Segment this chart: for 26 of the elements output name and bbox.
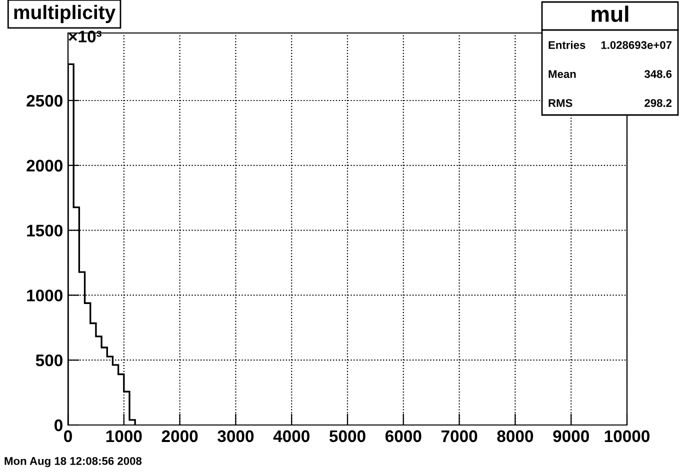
- x-tick-label: 8000: [497, 430, 534, 442]
- x-tick-label: 7000: [441, 430, 478, 442]
- x-tick-label: 0: [64, 430, 72, 442]
- x-tick-label: 2000: [162, 430, 198, 442]
- y-tick-label: 0: [54, 419, 62, 432]
- x-tick-label: 6000: [385, 430, 422, 442]
- text: mul: [592, 6, 628, 22]
- x-tick-label: 4000: [273, 430, 310, 442]
- y-tick-label: 1500: [27, 224, 62, 236]
- x-tick-label: 5000: [329, 430, 366, 442]
- x-tick-label: 1000: [106, 430, 142, 442]
- annotation: 1.028693e+07: [601, 41, 672, 49]
- x-tick-label: 10000: [604, 430, 650, 442]
- y-tick-label: 2000: [26, 160, 62, 172]
- x-tick-label: 3000: [218, 430, 254, 442]
- annotation: RMS: [548, 99, 572, 107]
- x-tick-label: 9000: [553, 430, 589, 442]
- y-tick-label: 1000: [27, 290, 62, 302]
- text: 348.6: [644, 70, 672, 78]
- annotation: Mean: [548, 70, 576, 78]
- chart-title: multiplicity: [14, 4, 116, 24]
- y-tick-label: 500: [36, 354, 62, 366]
- annotation: Entries: [548, 40, 586, 49]
- text: Mon Aug 18 12:08:56 2008: [4, 457, 142, 468]
- text: 298.2: [644, 99, 672, 107]
- y-tick-label: 2500: [26, 94, 62, 107]
